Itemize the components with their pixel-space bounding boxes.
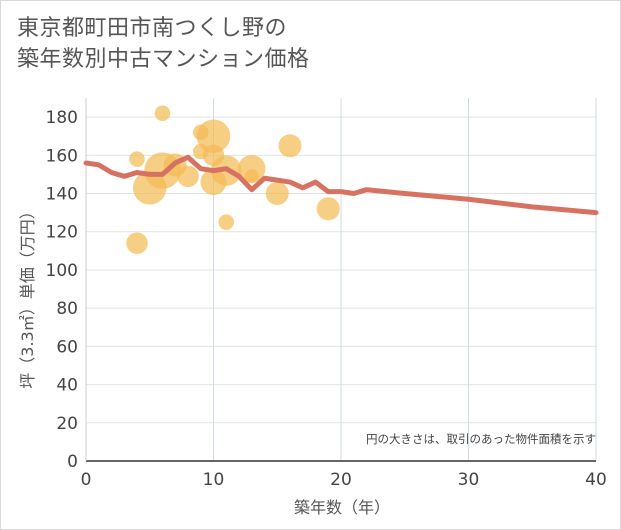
x-axis-label: 築年数（年） — [294, 498, 390, 517]
y-tick-label: 120 — [46, 223, 78, 243]
y-tick-label: 40 — [56, 376, 78, 396]
trend-line-group — [83, 154, 599, 216]
y-tick-label: 80 — [56, 299, 78, 319]
bubble-point — [129, 151, 145, 167]
x-tick-label: 0 — [81, 470, 92, 490]
bubble-point — [177, 165, 199, 188]
bubble-point — [126, 232, 148, 254]
y-tick-label: 160 — [46, 146, 78, 166]
bubble-point — [278, 134, 302, 158]
y-axis-label: 坪（3.3㎡）単価（万円） — [18, 203, 37, 388]
y-tick-label: 180 — [46, 108, 78, 128]
tick-labels: 0 20 40 60 80 100 120 140 160 180 0 10 20 30 40 — [46, 108, 607, 490]
trend-line — [83, 154, 599, 216]
y-tick-label: 60 — [56, 337, 78, 357]
bubble-point — [196, 119, 231, 153]
bubble-point — [265, 182, 289, 206]
size-annotation: 円の大きさは、取引のあった物件面積を示す — [366, 432, 596, 446]
y-tick-label: 100 — [46, 261, 78, 281]
chart-title: 東京都町田市南つくし野の 築年数別中古マンション価格 — [17, 13, 310, 75]
y-tick-label: 0 — [67, 452, 78, 472]
grid — [85, 98, 597, 462]
y-tick-label: 140 — [46, 185, 78, 205]
x-tick-label: 20 — [330, 470, 352, 490]
bubble-point — [218, 214, 234, 230]
bubble-point — [154, 105, 171, 122]
x-tick-label: 40 — [585, 470, 607, 490]
x-tick-label: 30 — [458, 470, 480, 490]
x-tick-label: 10 — [203, 470, 225, 490]
chart-title-line2: 築年数別中古マンション価格 — [17, 47, 310, 72]
chart-title-line1: 東京都町田市南つくし野の — [17, 16, 288, 41]
bubble-point — [244, 169, 259, 184]
y-tick-label: 20 — [56, 414, 78, 434]
bubble-point — [316, 197, 340, 221]
